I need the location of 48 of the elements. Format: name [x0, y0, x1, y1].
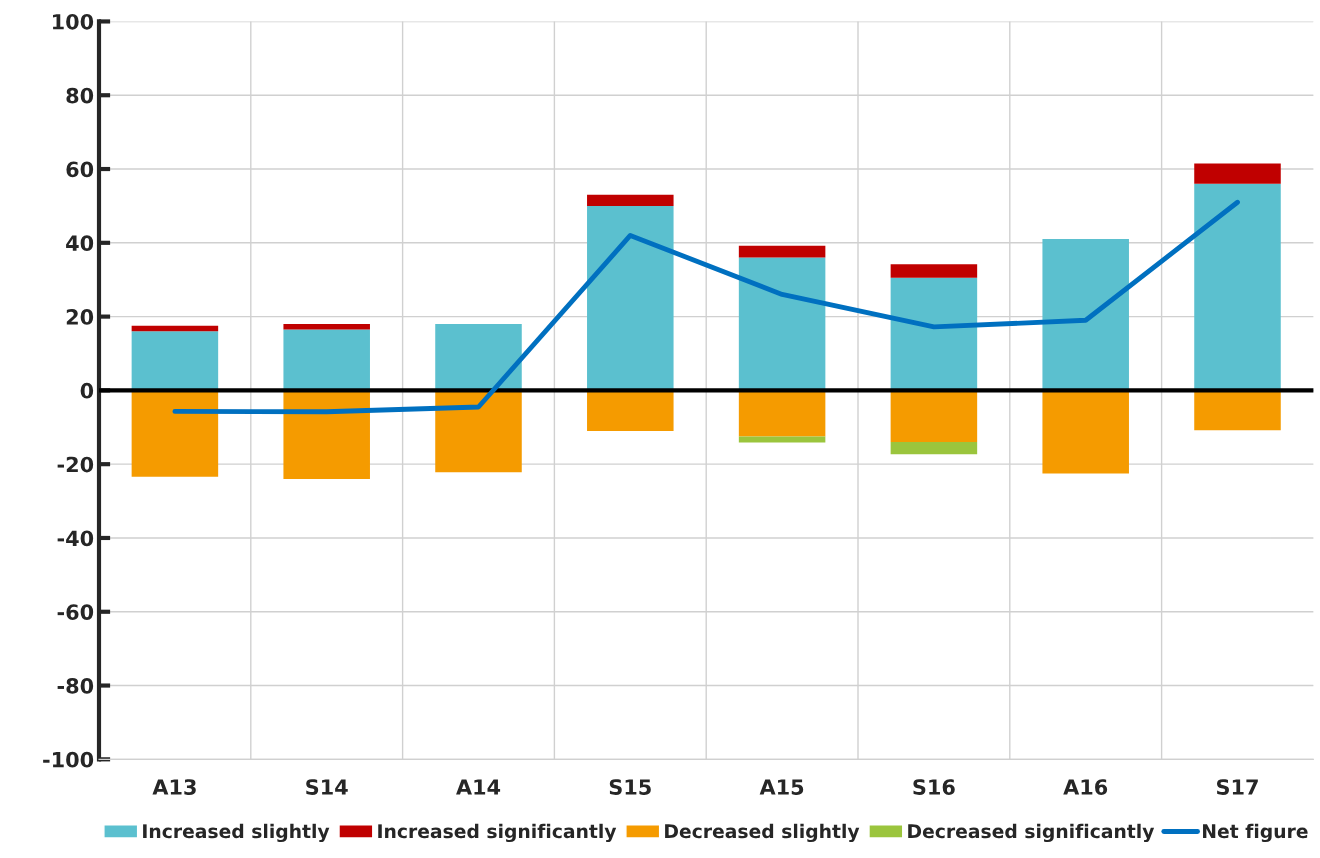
y-tick-label: 40 [66, 235, 94, 252]
bar [1194, 183, 1281, 391]
bar [131, 331, 219, 391]
bar [1042, 239, 1129, 391]
x-tick-label: A16 [1063, 779, 1108, 795]
bar [435, 323, 522, 391]
bar [738, 245, 826, 258]
bar [587, 390, 674, 431]
y-tick-label: -100 [43, 751, 94, 768]
bar [283, 329, 370, 391]
bar [1194, 390, 1281, 431]
y-tick-label: 80 [66, 87, 94, 104]
bar [890, 264, 978, 278]
y-tick-label: -40 [57, 530, 94, 547]
x-tick-label: S17 [1217, 779, 1258, 795]
bar [131, 325, 219, 332]
bar [738, 390, 826, 437]
bar [890, 442, 978, 455]
bar [283, 323, 370, 330]
bar [890, 277, 978, 391]
y-tick-label: 60 [66, 161, 94, 178]
y-tick-label: 100 [53, 13, 94, 30]
legend-label: Increased significantly [378, 823, 617, 843]
x-tick-label: A13 [152, 779, 196, 795]
y-tick-label: -80 [57, 677, 94, 694]
bar [587, 194, 674, 206]
x-tick-label: S16 [913, 779, 955, 795]
legend-label: Increased slightly [143, 823, 330, 843]
y-tick-label: 20 [66, 309, 94, 325]
bar [1194, 163, 1281, 184]
bar [587, 205, 674, 391]
legend-label: Decreased significantly [908, 823, 1155, 843]
y-tick-label: -20 [57, 456, 94, 473]
x-tick-label: A15 [759, 779, 804, 795]
bar [283, 390, 370, 479]
x-tick-label: S14 [306, 779, 348, 795]
x-tick-label: A14 [456, 779, 501, 795]
y-tick-label: 0 [80, 382, 94, 399]
bar [1042, 390, 1129, 474]
bar [131, 390, 219, 477]
line-series [172, 199, 1240, 415]
x-tick-label: S15 [609, 779, 651, 795]
bar [890, 390, 978, 443]
legend-label: Decreased slightly [665, 823, 860, 843]
bar [435, 390, 522, 473]
bar [738, 257, 826, 391]
legend-label: Net figure [1203, 823, 1308, 843]
y-tick-label: -60 [57, 604, 94, 620]
